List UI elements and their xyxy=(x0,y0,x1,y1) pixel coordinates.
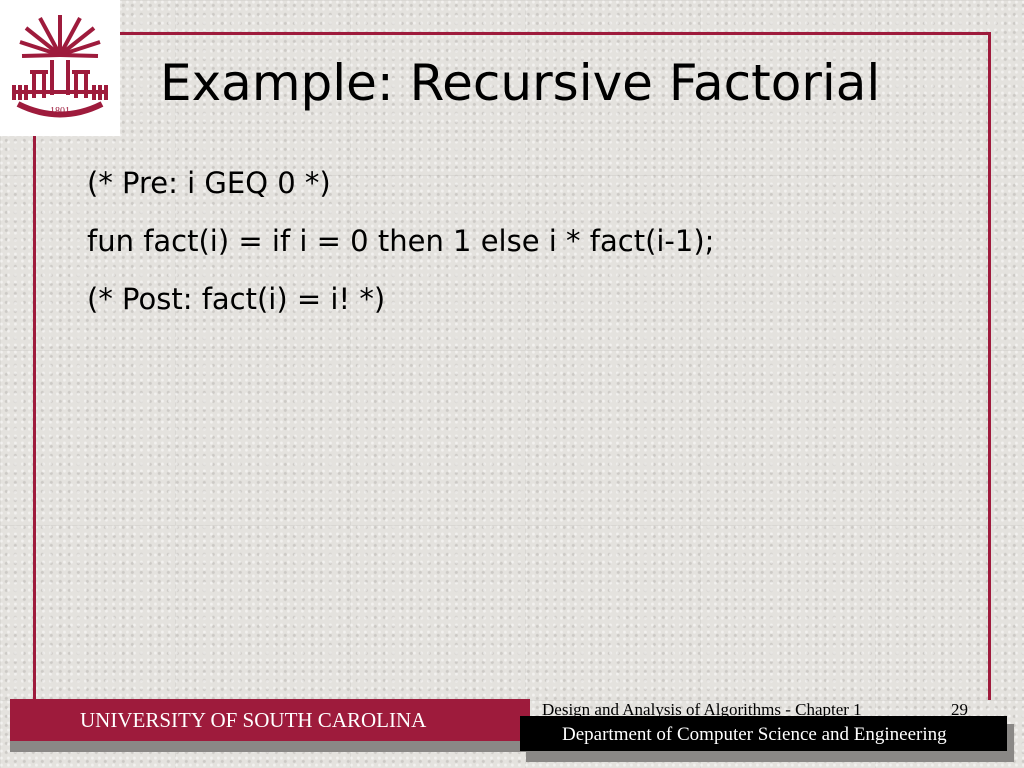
university-bar: UNIVERSITY OF SOUTH CAROLINA xyxy=(10,699,530,741)
precondition-line: (* Pre: i GEQ 0 *) xyxy=(87,166,331,200)
palmetto-icon: 1801 xyxy=(12,15,108,118)
postcondition-line: (* Post: fact(i) = i! *) xyxy=(87,282,386,316)
frame-left-line xyxy=(33,136,36,701)
svg-text:1801: 1801 xyxy=(50,106,70,117)
department-bar: Department of Computer Science and Engin… xyxy=(520,716,1007,751)
usc-logo: 1801 xyxy=(0,0,120,136)
frame-top-line xyxy=(120,32,991,35)
slide-title: Example: Recursive Factorial xyxy=(160,54,881,112)
frame-right-line xyxy=(988,32,991,700)
course-title: Design and Analysis of Algorithms - Chap… xyxy=(542,700,862,719)
function-definition-line: fun fact(i) = if i = 0 then 1 else i * f… xyxy=(87,224,715,258)
page-number: 29 xyxy=(951,700,968,719)
